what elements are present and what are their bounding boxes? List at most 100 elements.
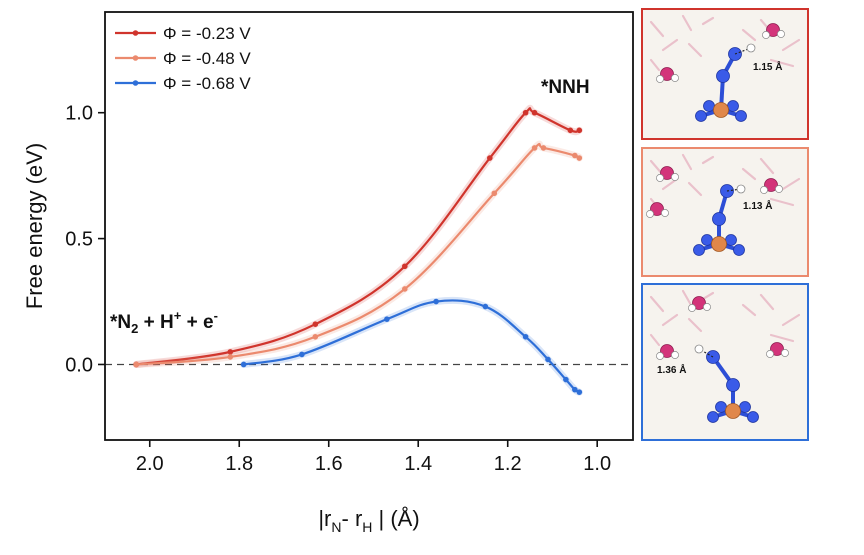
h-atom-1 xyxy=(746,43,756,53)
legend-label-3: Φ = -0.68 V xyxy=(163,74,251,93)
series-3-point-4 xyxy=(433,298,439,305)
water-stick-1-7 xyxy=(741,28,757,42)
water-stick-2-2 xyxy=(681,153,693,171)
series-3-point-2 xyxy=(299,351,305,358)
series-1-point-7 xyxy=(531,109,538,116)
water-stick-3-2 xyxy=(681,289,693,307)
structure-panel-1: 1.15 Å xyxy=(641,8,809,140)
water-o-3-3 xyxy=(660,344,674,358)
structure-panel-3: 1.36 Å xyxy=(641,283,809,441)
water-stick-3-1 xyxy=(649,295,665,313)
x-tick-label-5: 1.2 xyxy=(494,453,522,475)
h-atom-3 xyxy=(694,344,704,354)
coord-n-1-4 xyxy=(727,100,739,112)
coord-n-3-3 xyxy=(715,401,727,413)
water-stick-3-9 xyxy=(769,333,795,343)
series-3 xyxy=(240,296,583,396)
water-stick-1-1 xyxy=(649,20,665,38)
water-2-1 xyxy=(656,166,679,182)
series-1 xyxy=(132,104,583,368)
series-1-point-9 xyxy=(576,127,583,134)
water-h2-2-3 xyxy=(646,210,654,218)
water-h2-1-1 xyxy=(762,31,770,39)
coord-n-1-1 xyxy=(695,110,707,122)
water-network-3 xyxy=(649,289,801,347)
series-3-point-5 xyxy=(482,303,489,310)
y-tick-label-2: 0.5 xyxy=(65,229,93,251)
water-stick-3-4 xyxy=(759,293,775,311)
water-h1-3-2 xyxy=(781,349,789,357)
water-o-1-2 xyxy=(660,67,674,81)
water-o-2-2 xyxy=(764,178,778,192)
x-tick-label-6: 1.0 xyxy=(583,453,611,475)
water-1-1 xyxy=(762,23,785,39)
y-tick-label-3: 1.0 xyxy=(65,103,93,125)
series-3-line xyxy=(242,299,581,394)
water-2-2 xyxy=(760,178,783,194)
series-2-point-3 xyxy=(312,333,319,340)
series-1-point-3 xyxy=(312,321,319,327)
distance-label-3: 1.36 Å xyxy=(657,363,686,376)
n-atom-a-1 xyxy=(716,69,730,83)
water-1-2 xyxy=(656,67,679,83)
y-tick-label-1: 0.0 xyxy=(65,354,93,376)
water-stick-3-6 xyxy=(661,313,679,327)
axes-frame xyxy=(104,11,634,441)
legend: Φ = -0.23 V Φ = -0.48 V Φ = -0.68 V xyxy=(115,24,251,93)
coord-n-3-1 xyxy=(707,411,719,423)
water-o-3-2 xyxy=(770,342,784,356)
series-2-point-1 xyxy=(133,361,140,368)
water-h2-1-2 xyxy=(656,75,664,83)
series-2-point-9 xyxy=(576,155,583,161)
x-tick-label-2: 1.8 xyxy=(225,453,253,475)
series-2-point-6 xyxy=(531,145,538,151)
y-axis-label: Free energy (eV) xyxy=(22,143,47,309)
adsorbate-2 xyxy=(693,184,746,256)
series-2-point-5 xyxy=(491,190,498,197)
water-stick-1-10 xyxy=(649,58,661,72)
distance-label-2: 1.13 Å xyxy=(743,199,772,212)
series-2-line xyxy=(135,142,581,366)
water-stick-1-2 xyxy=(681,14,693,32)
water-stick-2-8 xyxy=(687,181,703,197)
water-3-2 xyxy=(766,342,789,358)
series-3-point-8 xyxy=(563,376,569,383)
distance-label-1: 1.15 Å xyxy=(753,60,782,73)
x-tick-label-3: 1.6 xyxy=(315,453,343,475)
series-2-point-7 xyxy=(540,145,547,151)
series-2-point-8 xyxy=(572,152,578,159)
metal-atom-2 xyxy=(711,236,727,252)
h-atom-2 xyxy=(736,184,746,194)
coord-n-2-3 xyxy=(701,234,713,246)
water-3-3 xyxy=(656,344,679,360)
water-h2-3-2 xyxy=(766,350,774,358)
series-1-point-2 xyxy=(227,349,234,355)
coord-n-2-1 xyxy=(693,244,705,256)
water-stick-2-5 xyxy=(781,177,801,191)
water-stick-3-7 xyxy=(741,303,757,317)
water-stick-2-3 xyxy=(701,155,715,165)
x-tick-label-1: 2.0 xyxy=(136,453,164,475)
water-stick-3-10 xyxy=(649,333,661,347)
water-stick-1-8 xyxy=(687,42,703,58)
water-h1-1-1 xyxy=(777,30,785,38)
water-o-1-1 xyxy=(766,23,780,37)
series-2 xyxy=(132,140,583,368)
series-3-point-9 xyxy=(572,386,578,393)
x-axis-label: |rN- rH | (Å) xyxy=(318,506,419,535)
water-network-1 xyxy=(649,14,801,72)
water-stick-3-3 xyxy=(701,291,715,301)
series-1-line xyxy=(135,107,581,366)
water-stick-1-5 xyxy=(781,38,801,52)
water-stick-3-5 xyxy=(781,313,801,327)
series-3-point-10 xyxy=(576,389,583,395)
n-h-distance-1 xyxy=(734,47,752,55)
series-1-point-4 xyxy=(402,263,408,270)
legend-marker-2 xyxy=(132,55,139,61)
legend-label-1: Φ = -0.23 V xyxy=(163,24,251,43)
metal-atom-3 xyxy=(725,403,741,419)
n-atom-a-2 xyxy=(712,212,726,226)
structure-image-2: 1.13 Å xyxy=(646,153,801,256)
series-1-point-8 xyxy=(567,127,574,134)
